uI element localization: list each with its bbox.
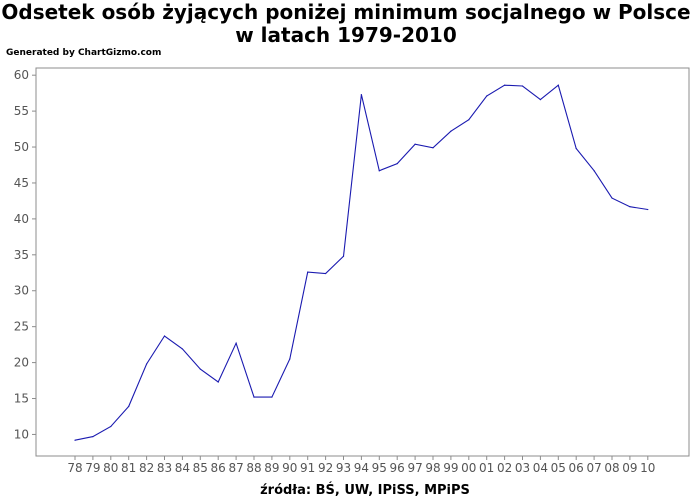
x-tick-label: 04 (533, 461, 548, 475)
x-tick-label: 87 (228, 461, 243, 475)
x-tick-label: 95 (372, 461, 387, 475)
data-point (414, 143, 416, 145)
data-point (271, 396, 273, 398)
data-point (539, 99, 542, 101)
data-point (486, 95, 488, 97)
x-tick-label: 80 (103, 461, 118, 475)
x-tick-label: 88 (246, 461, 261, 475)
x-tick-label: 00 (461, 461, 476, 475)
x-tick-label: 94 (354, 461, 369, 475)
x-tick-label: 08 (604, 461, 619, 475)
series-layer (74, 84, 649, 441)
data-point (629, 206, 631, 208)
x-tick-label: 99 (443, 461, 458, 475)
plot-frame (35, 67, 690, 457)
data-point (468, 119, 470, 121)
series-line (74, 84, 648, 441)
data-point (128, 405, 130, 408)
x-tick-label: 81 (121, 461, 136, 475)
x-tick-label: 85 (193, 461, 208, 475)
data-point (289, 358, 291, 360)
y-tick-label: 55 (14, 104, 29, 118)
data-point (504, 84, 506, 86)
data-point (199, 368, 201, 370)
data-point (450, 130, 452, 132)
axes-layer (35, 67, 690, 457)
data-point (325, 272, 327, 275)
x-tick-label: 82 (139, 461, 154, 475)
x-tick-label: 84 (175, 461, 190, 475)
x-tick-label: 03 (515, 461, 530, 475)
y-tick-label: 35 (14, 248, 29, 262)
data-point (521, 85, 524, 87)
data-point (647, 208, 649, 211)
x-tick-label: 92 (318, 461, 333, 475)
x-tick-label: 07 (586, 461, 601, 475)
data-point (342, 255, 345, 257)
y-tick-label: 15 (14, 392, 29, 406)
data-point (74, 439, 76, 441)
ticks-layer: 10 15 20 25 30 35 40 45 50 55 60 78 79 80 81 82 83 84 85 86… (14, 68, 656, 475)
y-tick-label: 30 (14, 284, 29, 298)
data-point (253, 396, 255, 398)
x-tick-label: 01 (479, 461, 494, 475)
x-tick-label: 05 (551, 461, 566, 475)
data-point (432, 147, 434, 149)
data-point (307, 271, 309, 273)
credit-text: Generated by ChartGizmo.com (6, 48, 162, 58)
x-tick-label: 78 (67, 461, 82, 475)
data-point (575, 147, 577, 150)
x-tick-label: 79 (85, 461, 100, 475)
x-tick-label: 89 (264, 461, 279, 475)
x-tick-label: 90 (282, 461, 297, 475)
x-tick-label: 93 (336, 461, 351, 475)
x-tick-label: 06 (569, 461, 584, 475)
data-point (611, 197, 613, 199)
x-tick-label: 83 (157, 461, 172, 475)
data-point (217, 381, 219, 383)
data-point (110, 425, 112, 428)
x-axis-label: źródła: BŚ, UW, IPiSS, MPiPS (260, 483, 470, 498)
x-tick-label: 86 (211, 461, 226, 475)
y-tick-label: 50 (14, 140, 29, 154)
y-tick-label: 40 (14, 212, 29, 226)
x-tick-label: 09 (622, 461, 637, 475)
y-tick-label: 20 (14, 356, 29, 370)
y-tick-label: 45 (14, 176, 29, 190)
y-tick-label: 25 (14, 320, 29, 334)
x-tick-label: 96 (390, 461, 405, 475)
y-tick-label: 60 (14, 68, 29, 82)
data-point (163, 335, 166, 337)
data-point (593, 170, 595, 172)
data-point (181, 348, 183, 350)
y-tick-label: 10 (14, 427, 29, 441)
data-point (378, 170, 380, 172)
data-point (146, 363, 148, 365)
x-tick-label: 91 (300, 461, 315, 475)
x-tick-label: 02 (497, 461, 512, 475)
data-point (557, 84, 559, 86)
data-point (396, 162, 398, 165)
x-tick-label: 10 (640, 461, 655, 475)
x-tick-label: 97 (407, 461, 422, 475)
chart-title: Odsetek osób żyjących poniżej minimum so… (1, 0, 691, 47)
x-tick-label: 98 (425, 461, 440, 475)
data-point (360, 93, 362, 96)
data-point (92, 436, 94, 438)
data-point (235, 342, 237, 344)
